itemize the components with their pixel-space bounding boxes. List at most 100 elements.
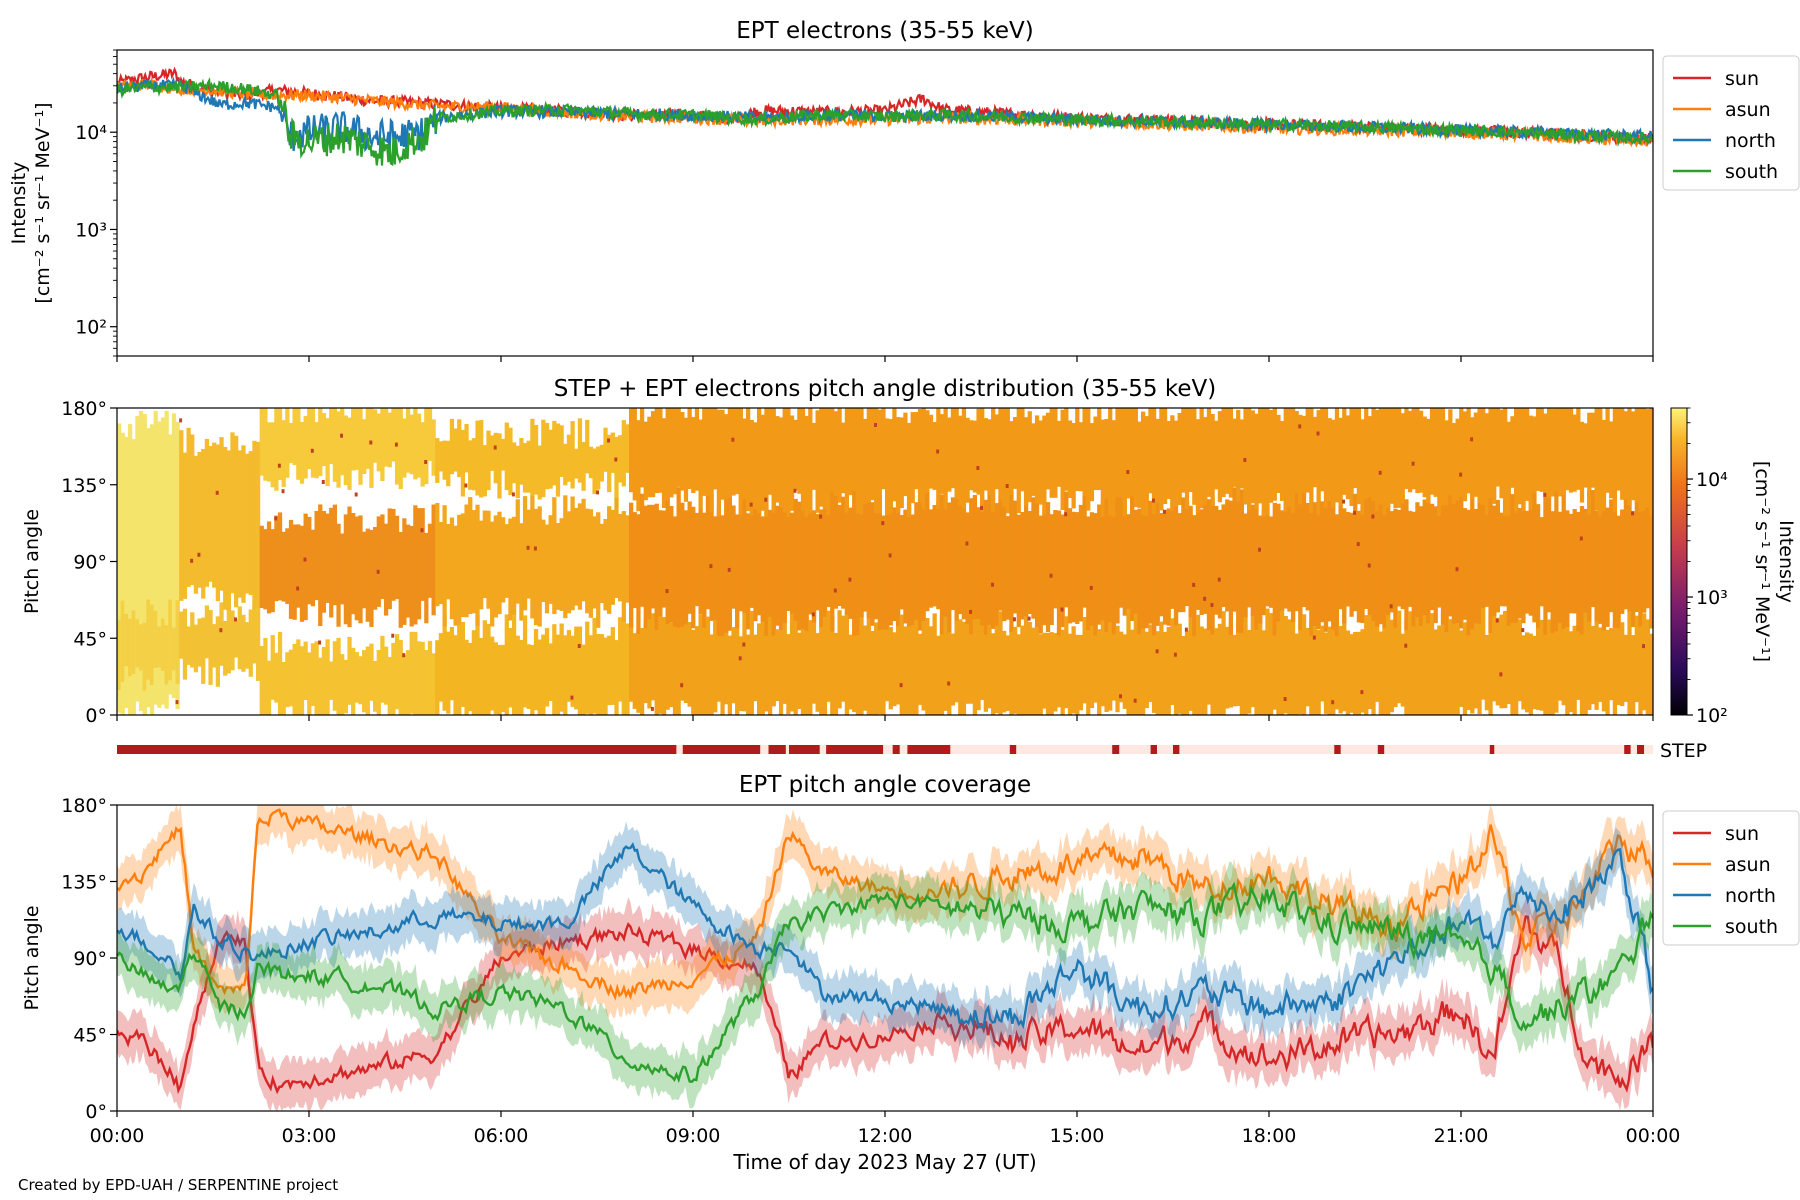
pad-cell	[1532, 488, 1537, 623]
pad-cell	[592, 617, 597, 714]
pad-cell	[1470, 487, 1475, 630]
pad-cell-dark	[424, 460, 428, 464]
pad-cell	[1258, 616, 1263, 715]
pad-cell	[731, 505, 736, 609]
pad-cell	[1005, 408, 1010, 514]
pad-cell	[969, 420, 974, 491]
pad-cell	[219, 437, 224, 591]
pad-cell	[1177, 623, 1182, 714]
pad-cell	[1623, 491, 1628, 610]
pad-cell	[709, 493, 714, 621]
pad-cell-dark	[1151, 498, 1155, 503]
pad-cell	[1067, 633, 1073, 715]
pad-cell-dark	[1312, 635, 1316, 640]
pad-cell	[833, 411, 839, 497]
pad-cell	[270, 422, 275, 488]
pad-cell	[870, 631, 875, 715]
pad-cell	[1203, 499, 1208, 614]
pad-cell	[490, 636, 495, 711]
pad-cell	[420, 641, 425, 715]
pad-cell	[1466, 408, 1471, 494]
pad-cell	[117, 423, 122, 713]
pad-cell	[855, 626, 860, 715]
pad-cell	[533, 508, 539, 626]
pad-cell	[1627, 408, 1632, 506]
pad-cell	[1210, 414, 1215, 506]
pad-cell	[1638, 499, 1643, 627]
pad-cell	[1616, 607, 1621, 705]
pad-cell	[1557, 511, 1563, 623]
pad-cell	[775, 416, 780, 503]
pad-cell	[135, 415, 140, 702]
y-tick-label: 45°	[73, 1025, 107, 1047]
pad-cell	[1323, 632, 1329, 714]
pad-cell	[1557, 408, 1563, 497]
pad-cell	[281, 420, 286, 487]
pad-cell	[866, 611, 871, 715]
pad-cell	[742, 607, 747, 712]
pad-cell	[442, 614, 447, 711]
pad-cell-dark	[219, 628, 223, 633]
pad-cell-dark	[1356, 542, 1360, 547]
pad-cell	[1089, 512, 1095, 626]
pad-cell	[797, 408, 802, 494]
pad-cell	[168, 599, 173, 681]
pad-cell-dark	[493, 445, 497, 450]
pad-cell	[961, 408, 967, 509]
pad-cell	[1247, 408, 1252, 511]
pad-cell	[1360, 506, 1365, 624]
pad-cell	[1250, 614, 1255, 708]
pad-cell	[991, 633, 996, 715]
pad-cell	[1437, 510, 1442, 608]
pad-cell	[925, 618, 930, 715]
pad-cell	[1020, 625, 1025, 715]
pad-cell	[654, 609, 659, 715]
pad-cell	[511, 516, 517, 616]
pad-cell	[164, 410, 169, 709]
step-on-interval	[1173, 745, 1180, 754]
pad-cell	[720, 629, 725, 715]
pad-cell	[1093, 513, 1098, 636]
pad-cell-dark	[1495, 618, 1499, 623]
pad-cell	[303, 415, 308, 479]
pad-cell	[972, 495, 978, 620]
pad-cell-dark	[274, 516, 278, 521]
x-tick-label: 12:00	[858, 1125, 913, 1147]
pad-cell	[1572, 414, 1577, 492]
pad-cell	[1334, 408, 1340, 503]
pad-cell	[1272, 408, 1277, 501]
pad-cell	[171, 627, 177, 671]
pad-cell	[1133, 509, 1138, 614]
pad-cell	[277, 631, 283, 715]
pad-cell-dark	[1367, 563, 1371, 568]
pad-cell	[354, 516, 359, 621]
pad-cell	[1565, 408, 1570, 491]
pad-cell	[299, 422, 305, 484]
pad-cell	[1386, 613, 1391, 715]
pad-cell	[727, 635, 732, 715]
pad-cell	[336, 523, 341, 627]
pad-cell-dark	[881, 521, 885, 526]
pad-cell	[698, 419, 703, 509]
pad-cell	[1411, 408, 1416, 490]
pad-cell	[1133, 612, 1138, 715]
pad-cell	[665, 498, 670, 625]
pad-cell	[1108, 617, 1113, 711]
pad-cell	[1086, 627, 1091, 715]
pad-cell	[976, 408, 981, 495]
pad-cell-dark	[1027, 616, 1031, 621]
pad-cell	[1367, 607, 1372, 710]
pad-cell	[486, 623, 491, 715]
pad-cell	[519, 523, 524, 621]
pad-cell	[950, 633, 956, 706]
pad-cell	[1433, 629, 1438, 715]
pad-cell	[1349, 408, 1354, 506]
pad-cell	[1506, 614, 1511, 705]
pad-cell	[676, 408, 681, 487]
step-on-interval	[117, 745, 677, 754]
pad-cell	[299, 525, 305, 622]
pad-cell	[848, 408, 853, 496]
pad-cell	[636, 420, 641, 512]
pad-cell	[819, 408, 824, 507]
pad-cell-dark	[650, 706, 654, 711]
